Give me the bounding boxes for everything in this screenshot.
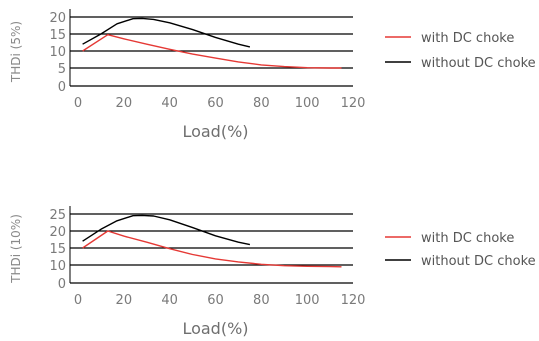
series-line-without-dc-choke xyxy=(82,214,251,246)
chart-panel-2: 0 10 15 20 25 0 20 40 60 80 100 120 Load(%) THDi (10%… xyxy=(9,206,536,338)
y-tick-label: 20 xyxy=(49,225,66,240)
x-tick-label: 80 xyxy=(253,293,270,308)
chart-panel-1: 0 5 10 15 20 0 20 40 60 80 100 120 Load(%) THDi (5%) w… xyxy=(9,9,536,141)
x-tick-label: 80 xyxy=(253,96,270,111)
legend-label: with DC choke xyxy=(421,31,514,46)
y-axis-label: THDi (10%) xyxy=(9,214,23,284)
y-tick-label: 10 xyxy=(49,259,66,274)
y-axis-label: THDi (5%) xyxy=(9,21,23,83)
x-tick-label: 120 xyxy=(341,293,366,308)
x-tick-label: 20 xyxy=(116,293,133,308)
legend-label: without DC choke xyxy=(421,56,536,71)
x-tick-label: 120 xyxy=(341,96,366,111)
legend-label: without DC choke xyxy=(421,254,536,269)
x-tick-label: 60 xyxy=(207,96,224,111)
y-tick-label: 10 xyxy=(49,45,66,60)
series-line-without-dc-choke xyxy=(82,17,251,48)
y-tick-label: 0 xyxy=(58,277,66,292)
y-tick-label: 5 xyxy=(58,62,66,77)
y-tick-label: 15 xyxy=(49,242,66,257)
x-axis-label: Load(%) xyxy=(182,319,248,338)
legend-label: with DC choke xyxy=(421,231,514,246)
x-tick-label: 100 xyxy=(295,96,320,111)
y-tick-label: 0 xyxy=(58,80,66,95)
x-tick-label: 0 xyxy=(74,96,82,111)
x-axis-label: Load(%) xyxy=(182,122,248,141)
x-tick-label: 0 xyxy=(74,293,82,308)
x-tick-label: 20 xyxy=(116,96,133,111)
series-line-with-dc-choke xyxy=(82,34,342,69)
y-tick-label: 15 xyxy=(49,28,66,43)
x-tick-label: 40 xyxy=(161,96,178,111)
y-tick-label: 20 xyxy=(49,11,66,26)
x-tick-label: 100 xyxy=(295,293,320,308)
x-tick-label: 40 xyxy=(161,293,178,308)
y-tick-label: 25 xyxy=(49,208,66,223)
x-tick-label: 60 xyxy=(207,293,224,308)
series-line-with-dc-choke xyxy=(82,230,342,268)
